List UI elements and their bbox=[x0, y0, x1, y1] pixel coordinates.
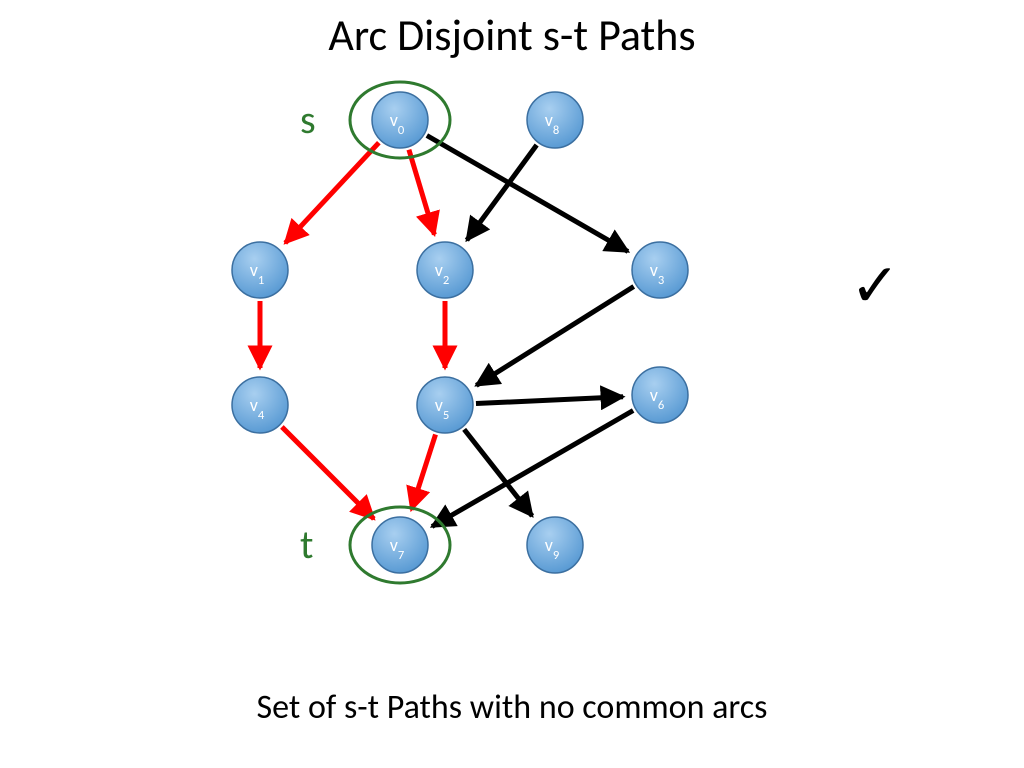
graph-edge bbox=[476, 286, 633, 385]
graph-node: v3 bbox=[632, 242, 688, 298]
graph-node: v5 bbox=[417, 377, 473, 433]
graph-node: v6 bbox=[632, 367, 688, 423]
graph-node: v7 bbox=[372, 517, 428, 573]
graph-node: v9 bbox=[527, 517, 583, 573]
graph-edge bbox=[409, 150, 434, 235]
graph-node: v8 bbox=[527, 92, 583, 148]
graph-edge bbox=[427, 135, 628, 251]
graph-edge bbox=[285, 143, 379, 243]
graph-node: v0 bbox=[372, 92, 428, 148]
graph-node: v1 bbox=[232, 242, 288, 298]
graph-node: v4 bbox=[232, 377, 288, 433]
graph-edge bbox=[476, 397, 623, 404]
graph-edge bbox=[411, 435, 435, 510]
graph-node: v2 bbox=[417, 242, 473, 298]
graph-edge bbox=[282, 427, 374, 519]
network-diagram: v0 v8 v1 v2 v3 v4 v5 v6 v7 v9 bbox=[0, 0, 1024, 768]
